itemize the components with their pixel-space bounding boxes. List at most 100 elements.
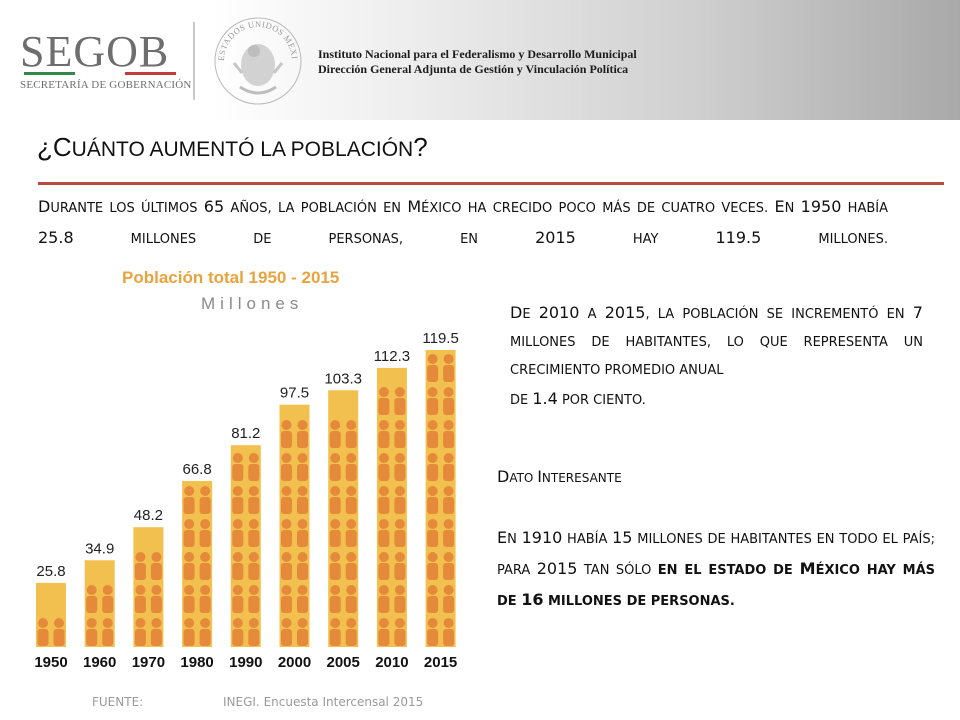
x-tick-label: 2015: [424, 654, 457, 671]
person-figure-body: [427, 464, 439, 481]
x-tick-label: 2000: [278, 654, 311, 671]
person-figure-body: [394, 530, 406, 547]
bar-group: 25.8 1950: [34, 563, 67, 671]
person-figure-head: [427, 420, 438, 430]
person-figure-body: [329, 629, 341, 646]
person-figure-head: [443, 618, 454, 628]
person-figure-head: [427, 387, 438, 397]
person-figure-body: [378, 629, 390, 646]
x-tick-label: 1990: [229, 654, 262, 671]
person-figure-body: [102, 596, 114, 613]
person-figure-head: [135, 585, 146, 595]
person-figure-head: [184, 486, 195, 496]
person-figure-head: [378, 486, 389, 496]
person-figure-body: [443, 398, 455, 415]
x-tick-label: 1970: [132, 654, 165, 671]
person-figure-body: [378, 398, 390, 415]
person-figure-body: [281, 464, 292, 481]
bar-group: 48.2 1970: [132, 507, 165, 671]
person-figure-head: [394, 486, 405, 496]
person-figure-body: [427, 596, 439, 613]
person-figure-body: [150, 596, 162, 613]
person-figure-head: [427, 585, 438, 595]
person-figure-body: [53, 629, 65, 646]
person-figure-body: [427, 431, 439, 448]
person-figure-head: [135, 552, 146, 562]
person-figure-head: [378, 618, 389, 628]
bar-value-label: 119.5: [422, 330, 458, 347]
person-figure-head: [248, 519, 259, 529]
person-figure-body: [297, 530, 308, 547]
person-figure-body: [443, 365, 455, 382]
person-figure-head: [54, 618, 64, 628]
person-figure-head: [378, 519, 389, 529]
person-figure-body: [232, 596, 244, 613]
person-figure-body: [394, 596, 406, 613]
person-figure-body: [183, 530, 195, 547]
person-figure-body: [248, 563, 260, 580]
person-figure-head: [427, 486, 438, 496]
person-figure-head: [86, 618, 97, 628]
bar-group: 81.2 1990: [229, 425, 262, 671]
person-figure-body: [199, 497, 211, 514]
bar-group: 119.5 2015: [422, 330, 458, 671]
person-figure-head: [443, 552, 454, 562]
person-figure-body: [378, 530, 390, 547]
person-figure-head: [184, 552, 195, 562]
x-tick-label: 1980: [180, 654, 213, 671]
person-figure-head: [297, 453, 308, 463]
person-figure-head: [346, 486, 357, 496]
person-figure-head: [330, 552, 341, 562]
source-label: FUENTE:: [92, 695, 144, 709]
person-figure-body: [37, 629, 49, 646]
person-figure-body: [345, 563, 357, 580]
person-figure-head: [281, 519, 292, 529]
bar-group: 34.9 1960: [83, 540, 116, 671]
person-figure-head: [281, 453, 292, 463]
person-figure-head: [394, 552, 405, 562]
person-figure-head: [86, 585, 97, 595]
bar-value-label: 48.2: [134, 507, 163, 524]
person-figure-head: [346, 420, 357, 430]
national-seal-icon: ESTADOS UNIDOS MEXICANOS: [212, 15, 302, 105]
person-figure-head: [346, 453, 357, 463]
person-figure-body: [281, 629, 292, 646]
person-figure-body: [427, 398, 439, 415]
person-figure-body: [150, 629, 162, 646]
person-figure-body: [232, 629, 244, 646]
chart-title: Población total 1950 - 2015: [122, 268, 340, 287]
person-figure-head: [394, 585, 405, 595]
person-figure-head: [297, 552, 308, 562]
person-figure-body: [86, 596, 98, 613]
person-figure-body: [345, 596, 357, 613]
page-title: ¿CUÁNTO AUMENTÓ LA POBLACIÓN?: [37, 132, 428, 162]
person-figure-body: [394, 398, 406, 415]
header-banner: SEGOB SECRETARÍA DE GOBERNACIÓN ESTADOS …: [0, 0, 960, 120]
person-figure-head: [248, 585, 259, 595]
person-figure-body: [297, 629, 308, 646]
fact-paragraph: EN 1910 HABÍA 15 MILLONES DE HABITANTES …: [497, 528, 935, 609]
person-figure-body: [329, 596, 341, 613]
person-figure-body: [248, 497, 260, 514]
person-figure-head: [297, 486, 308, 496]
person-figure-head: [184, 618, 195, 628]
x-tick-label: 2010: [375, 654, 408, 671]
bar-value-label: 81.2: [231, 425, 260, 442]
person-figure-head: [297, 585, 308, 595]
person-figure-head: [151, 618, 162, 628]
person-figure-head: [378, 420, 389, 430]
person-figure-body: [427, 629, 439, 646]
person-figure-body: [427, 530, 439, 547]
x-tick-label: 1960: [83, 654, 116, 671]
person-figure-body: [199, 629, 211, 646]
person-figure-body: [297, 464, 308, 481]
person-figure-body: [281, 530, 292, 547]
person-figure-body: [345, 530, 357, 547]
person-figure-head: [330, 519, 341, 529]
person-figure-head: [248, 453, 259, 463]
bar-value-label: 97.5: [280, 385, 309, 402]
person-figure-body: [281, 596, 292, 613]
person-figure-body: [394, 563, 406, 580]
person-figure-head: [330, 453, 341, 463]
